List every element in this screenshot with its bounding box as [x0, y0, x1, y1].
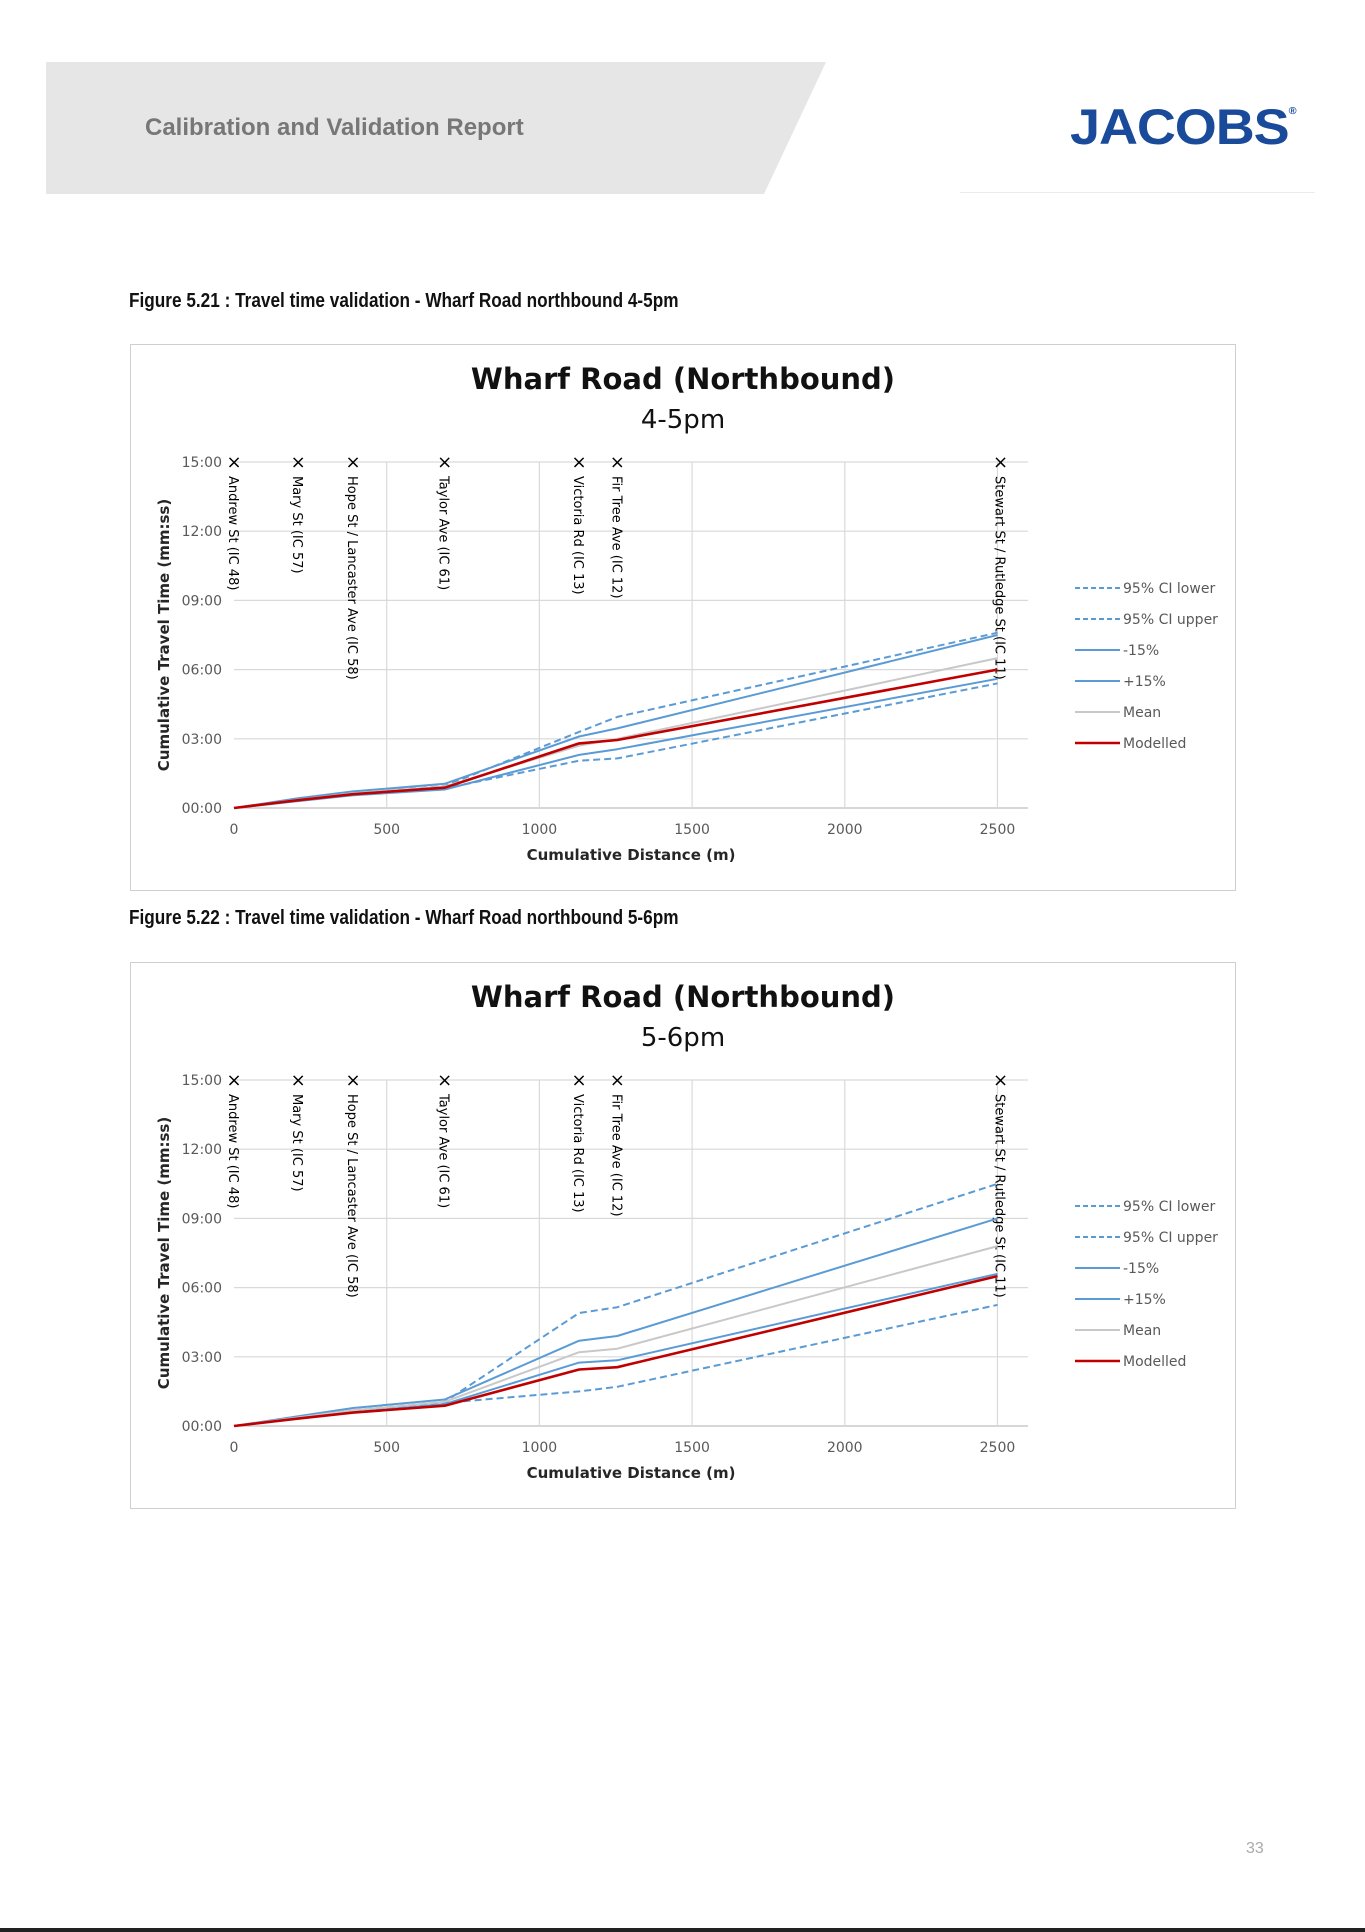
series-line-95-ci-lower: [233, 682, 998, 809]
y-tick-label: 12:00: [182, 1142, 222, 1158]
y-axis-label: Cumulative Travel Time (mm:ss): [155, 1117, 173, 1389]
header-divider: [960, 192, 1315, 193]
y-tick-label: 15:00: [182, 1073, 222, 1089]
intersection-marker: ×: [346, 452, 361, 473]
legend-label: +15%: [1123, 1292, 1166, 1308]
x-tick-label: 2000: [827, 822, 863, 838]
intersection-marker: ×: [226, 452, 241, 473]
y-axis-label: Cumulative Travel Time (mm:ss): [155, 499, 173, 771]
chart-title: Wharf Road (Northbound): [471, 980, 895, 1014]
intersection-label: Hope St / Lancaster Ave (IC 58): [344, 1094, 359, 1298]
series-line-modelled: [233, 1274, 998, 1428]
x-tick-label: 2500: [980, 822, 1016, 838]
figure-caption-5-21: Figure 5.21 : Travel time validation - W…: [129, 290, 679, 312]
figure-caption-5-22: Figure 5.22 : Travel time validation - W…: [129, 907, 679, 929]
report-title: Calibration and Validation Report: [145, 114, 524, 141]
intersection-label: Stewart St / Rutledge St (IC 11): [992, 1094, 1007, 1298]
x-tick-label: 500: [373, 822, 400, 838]
x-tick-label: 1000: [522, 822, 558, 838]
y-tick-label: 09:00: [182, 1211, 222, 1227]
legend-label: -15%: [1123, 643, 1159, 659]
chart-5-6pm: Wharf Road (Northbound) 5-6pm 00:00 03:00 06…: [155, 980, 1218, 1482]
registered-mark: ®: [1288, 106, 1297, 117]
series-line--15-: [233, 1217, 998, 1427]
intersection-label: Hope St / Lancaster Ave (IC 58): [344, 476, 359, 680]
page-number: 33: [1246, 1840, 1264, 1857]
intersection-marker: ×: [993, 452, 1008, 473]
legend-label: -15%: [1123, 1261, 1159, 1277]
x-axis-label: Cumulative Distance (m): [527, 1464, 736, 1482]
y-tick-label: 09:00: [182, 593, 222, 609]
x-tick-label: 500: [373, 1440, 400, 1456]
intersection-label: Mary St (IC 57): [289, 1094, 304, 1192]
legend-label: Modelled: [1123, 1354, 1186, 1370]
series-line--15-: [233, 634, 998, 809]
series-line--15-: [233, 677, 998, 809]
intersection-marker: ×: [993, 1070, 1008, 1091]
legend-label: Mean: [1123, 1323, 1161, 1339]
y-tick-label: 06:00: [182, 1281, 222, 1297]
page-bottom-rule: [0, 1928, 1365, 1932]
series-line-mean: [233, 657, 998, 809]
series-line-modelled: [233, 668, 998, 810]
chart-frame-2: Wharf Road (Northbound) 5-6pm 00:00 03:00 06…: [130, 962, 1236, 1509]
chart-frame-1: Wharf Road (Northbound) 4-5pm 00:00 03:00 06…: [130, 344, 1236, 891]
intersection-label: Fir Tree Ave (IC 12): [608, 1094, 623, 1217]
x-tick-label: 1500: [674, 822, 710, 838]
legend-label: 95% CI upper: [1123, 612, 1218, 628]
intersection-label: Andrew St (IC 48): [225, 1094, 240, 1208]
chart-subtitle: 4-5pm: [641, 405, 725, 435]
legend-label: 95% CI lower: [1123, 581, 1215, 597]
intersection-marker: ×: [572, 1070, 587, 1091]
legend-label: Modelled: [1123, 736, 1186, 752]
intersection-marker: ×: [437, 1070, 452, 1091]
intersection-marker: ×: [291, 1070, 306, 1091]
intersection-label: Fir Tree Ave (IC 12): [608, 476, 623, 599]
legend-label: Mean: [1123, 705, 1161, 721]
y-tick-label: 00:00: [182, 801, 222, 817]
x-tick-label: 0: [230, 822, 239, 838]
x-tick-label: 2000: [827, 1440, 863, 1456]
series-line-95-ci-lower: [233, 1303, 998, 1427]
jacobs-logo: JACOBS®: [1070, 98, 1297, 156]
y-tick-label: 03:00: [182, 1350, 222, 1366]
legend-label: +15%: [1123, 674, 1166, 690]
legend-label: 95% CI lower: [1123, 1199, 1215, 1215]
intersection-label: Victoria Rd (IC 13): [570, 476, 585, 595]
x-axis-label: Cumulative Distance (m): [527, 846, 736, 864]
x-tick-label: 2500: [980, 1440, 1016, 1456]
intersection-marker: ×: [572, 452, 587, 473]
intersection-label: Victoria Rd (IC 13): [570, 1094, 585, 1213]
intersection-marker: ×: [610, 452, 625, 473]
intersection-marker: ×: [437, 452, 452, 473]
header-band: [46, 62, 826, 194]
y-tick-label: 03:00: [182, 732, 222, 748]
intersection-marker: ×: [610, 1070, 625, 1091]
legend-label: 95% CI upper: [1123, 1230, 1218, 1246]
y-tick-label: 15:00: [182, 455, 222, 471]
x-tick-label: 0: [230, 1440, 239, 1456]
intersection-marker: ×: [291, 452, 306, 473]
chart-subtitle: 5-6pm: [641, 1023, 725, 1053]
intersection-label: Stewart St / Rutledge St (IC 11): [992, 476, 1007, 680]
intersection-label: Taylor Ave (IC 61): [436, 1093, 451, 1208]
intersection-marker: ×: [346, 1070, 361, 1091]
intersection-label: Andrew St (IC 48): [225, 476, 240, 590]
y-tick-label: 00:00: [182, 1419, 222, 1435]
chart-title: Wharf Road (Northbound): [471, 362, 895, 396]
x-tick-label: 1000: [522, 1440, 558, 1456]
y-tick-label: 06:00: [182, 663, 222, 679]
y-tick-label: 12:00: [182, 524, 222, 540]
chart-4-5pm: Wharf Road (Northbound) 4-5pm 00:00 03:00 06…: [155, 362, 1218, 864]
intersection-label: Mary St (IC 57): [289, 476, 304, 574]
intersection-label: Taylor Ave (IC 61): [436, 475, 451, 590]
intersection-marker: ×: [226, 1070, 241, 1091]
logo-text: JACOBS: [1070, 99, 1290, 155]
x-tick-label: 1500: [674, 1440, 710, 1456]
